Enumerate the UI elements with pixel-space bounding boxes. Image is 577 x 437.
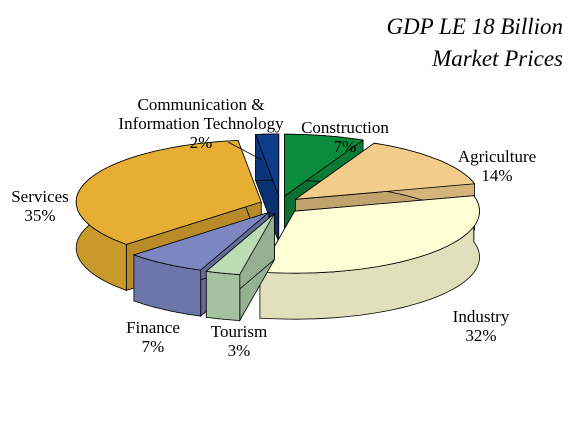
slice-label: Agriculture 14% — [458, 147, 536, 185]
slice-top — [205, 213, 275, 275]
category-label: Finance — [126, 318, 180, 337]
value-label: 2% — [189, 133, 213, 152]
slice — [205, 212, 275, 323]
slice-top — [259, 195, 481, 274]
slice-top — [75, 139, 262, 245]
slice-top — [293, 142, 476, 200]
value-label: 7% — [141, 337, 165, 356]
category-label: Construction — [301, 118, 389, 137]
chart-subtitle: Market Prices — [432, 46, 563, 71]
value-label: 35% — [24, 206, 56, 225]
slice-label: Tourism 3% — [211, 322, 267, 360]
category-label: Communication & Information Technology — [118, 95, 284, 133]
slice-label: Industry 32% — [453, 307, 510, 345]
slice-label: Communication & Information Technology 2% — [109, 95, 294, 152]
category-label: Industry — [452, 307, 510, 326]
slice-label: Services 35% — [11, 187, 69, 225]
chart-title: GDP LE 18 Billion — [386, 14, 563, 39]
slice-top — [132, 212, 270, 271]
value-label: 7% — [333, 137, 357, 156]
slice — [259, 194, 481, 320]
slice-top — [284, 133, 365, 197]
category-label: Tourism — [210, 322, 268, 341]
leader-line — [227, 141, 263, 161]
value-label: 32% — [465, 326, 497, 345]
category-label: Services — [11, 187, 69, 206]
value-label: 3% — [227, 341, 251, 360]
slice-label: Construction 7% — [301, 118, 389, 156]
slice-top — [255, 133, 280, 197]
slice-label: Finance 7% — [126, 318, 180, 356]
value-label: 14% — [481, 166, 513, 185]
category-label: Agriculture — [457, 147, 537, 166]
slice-rim — [205, 270, 241, 321]
